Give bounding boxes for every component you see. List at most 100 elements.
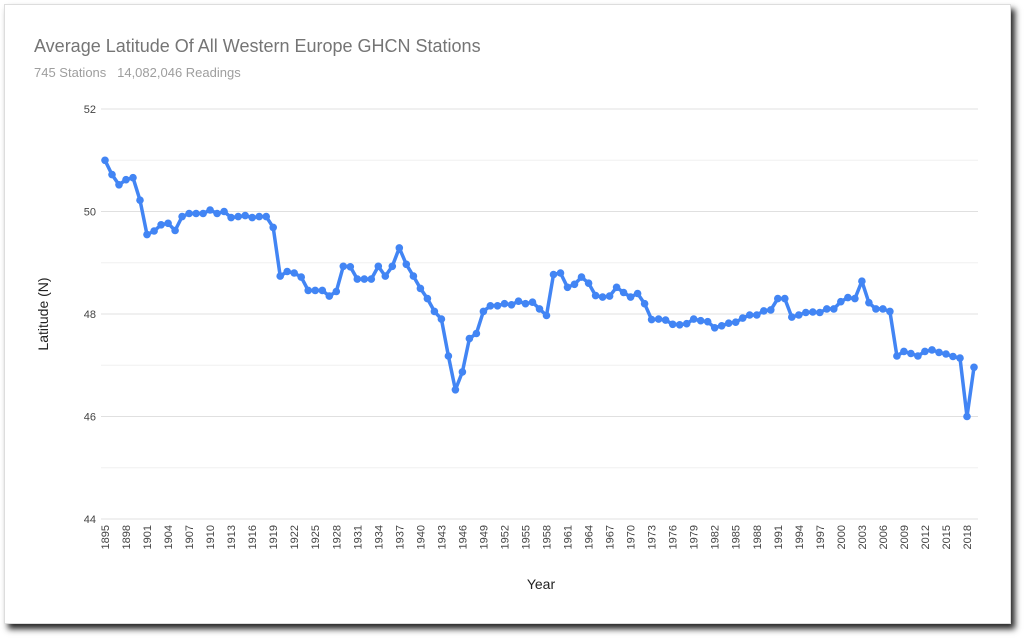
data-point[interactable] (276, 272, 285, 280)
data-point[interactable] (767, 306, 775, 314)
data-point[interactable] (304, 286, 313, 295)
data-point[interactable] (689, 315, 698, 323)
data-point[interactable] (549, 270, 558, 279)
data-point[interactable] (774, 294, 782, 303)
data-point[interactable] (339, 262, 348, 271)
data-point[interactable] (738, 314, 747, 322)
data-point[interactable] (381, 272, 390, 280)
data-point[interactable] (108, 170, 116, 179)
data-point[interactable] (851, 294, 859, 303)
data-point[interactable] (788, 313, 796, 321)
data-point[interactable] (802, 308, 810, 317)
data-point[interactable] (717, 322, 726, 330)
data-point[interactable] (886, 307, 894, 316)
data-point[interactable] (724, 319, 733, 328)
data-point[interactable] (795, 311, 803, 319)
data-point[interactable] (542, 311, 551, 320)
data-point[interactable] (703, 317, 712, 326)
data-point[interactable] (900, 347, 908, 356)
data-point[interactable] (844, 293, 852, 302)
data-point[interactable] (290, 269, 299, 277)
data-point[interactable] (479, 307, 488, 316)
data-point[interactable] (949, 352, 957, 361)
data-point[interactable] (921, 347, 929, 356)
data-point[interactable] (907, 349, 915, 358)
data-point[interactable] (388, 262, 397, 271)
data-point[interactable] (535, 305, 544, 313)
data-point[interactable] (367, 275, 376, 283)
data-point[interactable] (507, 301, 516, 309)
data-point[interactable] (865, 298, 873, 307)
data-point[interactable] (409, 272, 418, 280)
data-point[interactable] (444, 352, 453, 360)
data-point[interactable] (353, 275, 362, 283)
data-point[interactable] (465, 334, 474, 343)
data-point[interactable] (872, 305, 880, 313)
data-point[interactable] (248, 213, 256, 222)
data-point[interactable] (858, 277, 866, 286)
data-point[interactable] (682, 319, 691, 328)
data-point[interactable] (816, 308, 824, 317)
data-point[interactable] (283, 267, 292, 276)
data-point[interactable] (458, 368, 467, 376)
data-point[interactable] (935, 348, 943, 357)
data-point[interactable] (661, 316, 670, 324)
data-point[interactable] (423, 294, 432, 303)
data-point[interactable] (129, 173, 137, 182)
data-point[interactable] (255, 212, 263, 221)
data-point[interactable] (206, 206, 214, 214)
data-point[interactable] (115, 181, 123, 189)
data-point[interactable] (556, 269, 565, 277)
data-point[interactable] (745, 311, 754, 319)
data-point[interactable] (234, 212, 242, 221)
data-point[interactable] (101, 156, 109, 165)
data-point[interactable] (297, 273, 306, 281)
data-point[interactable] (563, 283, 572, 292)
data-point[interactable] (640, 299, 649, 308)
data-point[interactable] (199, 209, 207, 218)
data-point[interactable] (612, 283, 621, 292)
data-point[interactable] (150, 227, 158, 235)
data-point[interactable] (486, 302, 495, 310)
data-point[interactable] (528, 298, 537, 307)
data-point[interactable] (164, 219, 172, 228)
data-point[interactable] (514, 297, 523, 306)
data-point[interactable] (143, 230, 151, 239)
data-point[interactable] (185, 209, 193, 218)
data-point[interactable] (970, 363, 978, 372)
data-point[interactable] (942, 350, 950, 358)
data-point[interactable] (668, 320, 677, 329)
data-point[interactable] (192, 209, 200, 218)
data-point[interactable] (914, 352, 922, 360)
data-point[interactable] (760, 307, 768, 315)
data-point[interactable] (374, 262, 383, 271)
data-point[interactable] (598, 293, 607, 301)
data-point[interactable] (591, 291, 600, 300)
data-point[interactable] (157, 221, 165, 229)
data-point[interactable] (332, 287, 341, 296)
data-point[interactable] (577, 273, 586, 281)
data-point[interactable] (647, 315, 656, 324)
data-point[interactable] (956, 354, 964, 362)
data-point[interactable] (753, 311, 761, 319)
data-point[interactable] (837, 297, 845, 306)
data-point[interactable] (122, 175, 130, 184)
data-point[interactable] (472, 329, 481, 338)
data-point[interactable] (227, 213, 235, 222)
data-point[interactable] (731, 318, 740, 327)
data-point[interactable] (675, 321, 684, 329)
data-point[interactable] (893, 352, 901, 360)
data-point[interactable] (213, 209, 221, 218)
data-point[interactable] (654, 315, 663, 323)
data-point[interactable] (781, 294, 789, 303)
data-point[interactable] (963, 412, 971, 421)
data-point[interactable] (360, 275, 369, 283)
data-point[interactable] (521, 299, 530, 308)
data-point[interactable] (241, 211, 249, 220)
data-point[interactable] (416, 284, 425, 293)
data-point[interactable] (584, 279, 593, 288)
data-point[interactable] (830, 305, 838, 313)
data-point[interactable] (928, 346, 936, 354)
data-point[interactable] (395, 244, 404, 252)
data-point[interactable] (710, 324, 719, 332)
